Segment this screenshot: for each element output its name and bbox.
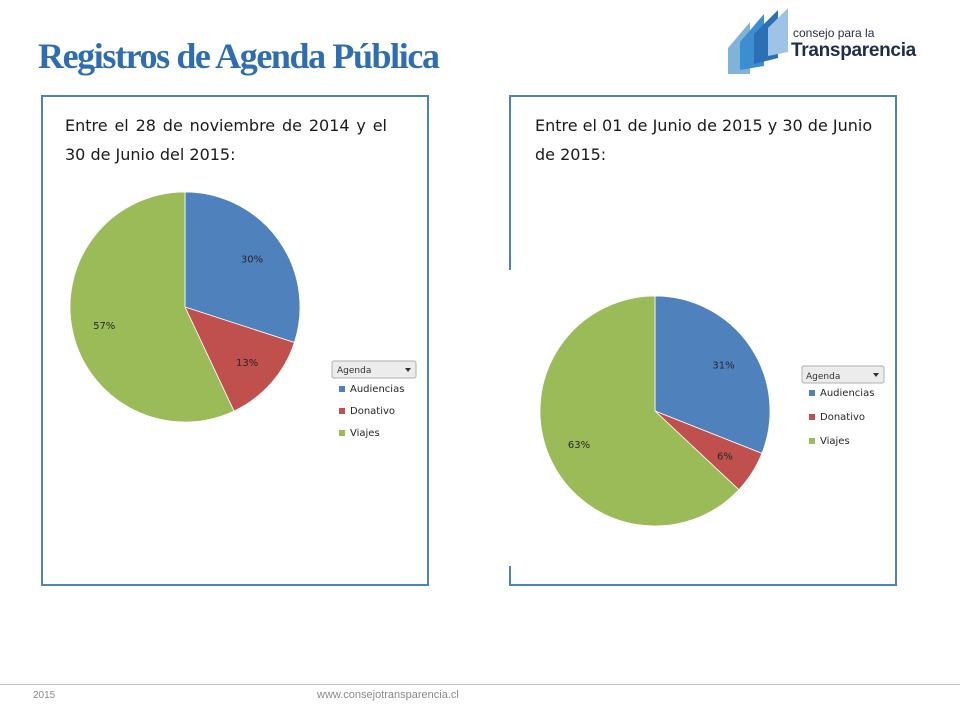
logo-mark-icon — [728, 8, 788, 74]
data-label-audiencias: 30% — [241, 254, 263, 265]
legend-label-audiencias: Audiencias — [350, 384, 404, 395]
legend-label-viajes: Viajes — [350, 428, 380, 439]
legend-title: Agenda — [806, 372, 840, 382]
chart-caption: Entre el 01 de Junio de 2015 y 30 de Jun… — [535, 116, 873, 164]
legend: Agenda Audiencias Donativo Viajes — [801, 365, 885, 447]
pie-slice-viajes — [539, 295, 740, 527]
chart-panel-left: Entre el 28 de noviembre de 2014 y el 30… — [41, 95, 429, 586]
transparencia-logo: consejo para la Transparencia — [724, 8, 916, 78]
pie: 30% 13% 57% — [69, 191, 301, 423]
legend-header-box[interactable] — [331, 360, 417, 379]
footer-url[interactable]: www.consejotransparencia.cl — [317, 689, 459, 701]
pie-slice-audiencias — [654, 295, 771, 454]
data-label-viajes: 63% — [568, 440, 590, 451]
page-title: Registros de Agenda Pública — [38, 36, 440, 76]
chart-caption: Entre el 28 de noviembre de 2014 y el 30… — [65, 116, 387, 164]
legend-label-donativo: Donativo — [820, 412, 865, 423]
legend-swatch-audiencias — [339, 386, 345, 392]
data-label-donativo: 13% — [236, 358, 258, 369]
legend-swatch-viajes — [809, 438, 815, 444]
legend-swatch-viajes — [339, 430, 345, 436]
footer-divider — [0, 684, 960, 685]
legend-swatch-audiencias — [809, 390, 815, 396]
legend-label-donativo: Donativo — [350, 406, 395, 417]
legend: Agenda Audiencias Donativo Viajes — [331, 360, 417, 439]
panel-border-gap — [509, 270, 513, 566]
logo-text-small: consejo para la — [793, 26, 875, 40]
legend-label-viajes: Viajes — [820, 436, 850, 447]
data-label-viajes: 57% — [93, 321, 115, 332]
data-label-audiencias: 31% — [712, 361, 734, 372]
data-label-donativo: 6% — [717, 451, 733, 462]
pie: 31% 6% 63% — [539, 295, 771, 527]
legend-swatch-donativo — [339, 408, 345, 414]
legend-label-audiencias: Audiencias — [820, 388, 874, 399]
footer-year: 2015 — [33, 690, 56, 701]
pie-chart-period-2: Agenda Audiencias Donativo Viajes 31% 6% 63% — [539, 295, 885, 527]
dropdown-arrow-icon[interactable] — [405, 368, 411, 372]
legend-header-box[interactable] — [801, 365, 885, 384]
legend-swatch-donativo — [809, 414, 815, 420]
dropdown-arrow-icon[interactable] — [873, 373, 879, 377]
logo-text-big: Transparencia — [791, 40, 916, 61]
chart-panel-right: Entre el 01 de Junio de 2015 y 30 de Jun… — [509, 95, 897, 586]
legend-title: Agenda — [337, 366, 371, 376]
pie-chart-period-1: Agenda Audiencias Donativo Viajes 30% 13% 57… — [69, 191, 417, 439]
pie-slice-audiencias — [184, 191, 301, 344]
pie-slice-donativo — [184, 306, 295, 412]
pie-slice-viajes — [69, 191, 235, 423]
